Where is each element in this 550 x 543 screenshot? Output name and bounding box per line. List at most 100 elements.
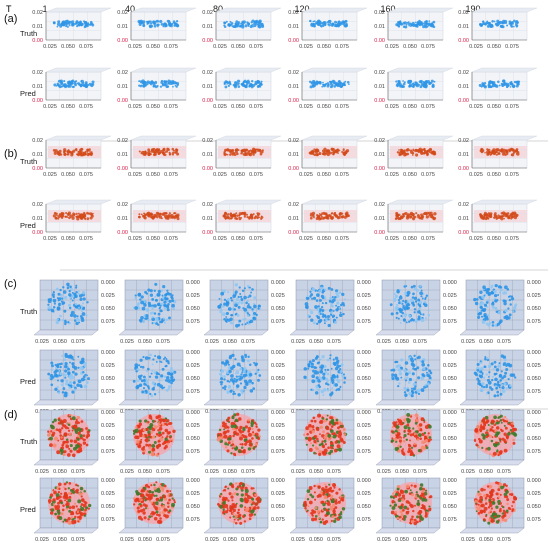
particle-point [478,439,483,444]
particle-point [61,508,65,512]
particle-point [432,25,436,29]
particle-point [80,420,84,423]
particle-point [248,379,252,383]
x-tick-label: 0.050 [223,469,237,475]
particle-point [408,80,412,84]
particle-point [334,81,338,85]
x-tick-label: 0.075 [79,104,93,110]
particle-point [323,288,327,291]
particle-point [63,80,66,83]
particle-point [398,439,402,443]
particle-point [485,322,489,326]
particle-point [319,313,322,315]
particle-point [327,149,331,153]
particle-point [493,415,497,420]
particle-point [493,293,498,298]
x-tick-label: 0.025 [213,104,227,110]
particle-point [240,389,244,393]
particle-point [312,152,315,156]
x-tick-label: 0.025 [120,537,134,543]
particle-point [422,22,425,25]
particle-point [52,503,55,506]
particle-point [80,495,83,498]
particle-point [397,428,401,432]
particle-band [137,19,180,29]
particle-point [413,296,418,300]
particle-point [339,313,343,318]
particle-point [485,392,489,395]
particle-point [257,428,261,432]
particle-point [312,84,315,88]
particle-point [332,310,335,312]
particle-point [49,443,53,447]
particle-point [305,436,309,440]
x-tick-label: 0.050 [479,339,493,345]
particle-cluster [390,354,433,398]
particle-point [141,390,145,394]
particle-point [66,152,70,156]
y-tick-label: 0.01 [32,24,43,30]
particle-point [335,289,339,293]
cell-t1: 0.000.010.020.025 0.050 0.075 [32,135,112,178]
particle-point [322,372,326,376]
particle-point [493,81,496,84]
particle-point [422,313,425,316]
particle-point [226,507,229,510]
particle-point [78,492,82,496]
particle-point [68,24,71,27]
particle-point [71,216,75,220]
particle-point [492,368,495,371]
particle-point [484,23,487,26]
y-tick-label: 0.02 [32,202,43,208]
particle-point [157,506,161,511]
x-tick-label: 0.025 [469,236,483,242]
particle-point [251,308,254,311]
particle-point [56,82,59,85]
particle-point [505,85,509,89]
particle-point [148,446,152,450]
particle-point [68,509,72,513]
particle-point [396,289,400,294]
particle-point [153,424,156,427]
particle-point [493,372,496,375]
particle-point [82,297,86,301]
y-tick-label: 0.050 [271,436,285,442]
particle-point [151,80,154,83]
particle-point [342,427,346,432]
axes-pane-floor [203,329,269,336]
particle-point [146,22,149,25]
particle-point [144,419,148,423]
particle-point [76,427,81,432]
particle-point [489,151,492,154]
particle-point [424,384,427,387]
particle-point [140,295,144,299]
particle-point [171,297,174,300]
particle-point [146,507,149,510]
x-tick-label: 0.075 [413,469,427,475]
particle-point [319,82,322,85]
particle-point [473,297,477,302]
particle-point [91,82,95,86]
y-tick-label: 0.000 [186,350,200,356]
particle-point [421,373,425,377]
particle-point [311,425,315,429]
particle-point [164,356,167,359]
particle-point [406,148,410,152]
timestep-label-40: 40 [125,4,135,14]
particle-point [74,420,79,425]
x-tick-label: 0.050 [317,236,331,242]
particle-point [490,362,494,366]
particle-point [239,295,243,299]
particle-point [49,511,54,515]
particle-point [391,377,395,381]
y-tick-label: 0.050 [443,376,457,382]
particle-point [320,215,323,218]
particle-point [403,391,407,394]
particle-point [172,307,175,310]
particle-point [334,356,339,361]
particle-point [396,360,399,364]
particle-point [173,501,176,504]
axes-pane-floor [118,459,184,466]
